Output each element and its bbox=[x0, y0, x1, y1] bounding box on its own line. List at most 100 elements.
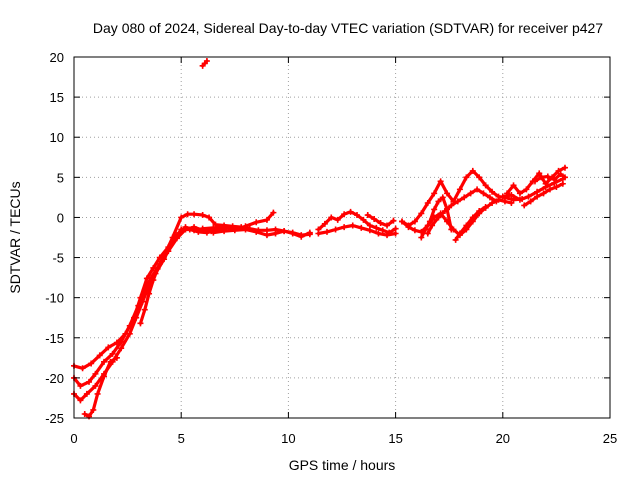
data-point bbox=[551, 176, 558, 183]
x-axis-ticks: 0 5 10 15 20 25 bbox=[70, 57, 617, 446]
data-point bbox=[150, 264, 157, 271]
y-tick-label: -10 bbox=[45, 291, 64, 306]
data-point bbox=[424, 200, 431, 207]
y-tick-label: 10 bbox=[50, 130, 64, 145]
data-point bbox=[371, 216, 378, 223]
data-point bbox=[221, 222, 228, 229]
data-point bbox=[281, 228, 288, 235]
data-point bbox=[405, 224, 412, 231]
data-point bbox=[101, 358, 108, 365]
data-point bbox=[534, 193, 541, 200]
data-point bbox=[178, 226, 185, 233]
data-point bbox=[516, 190, 523, 197]
data-point bbox=[493, 198, 500, 205]
series-trace bbox=[199, 58, 210, 69]
data-point bbox=[94, 390, 101, 397]
series-trace bbox=[364, 212, 397, 229]
x-axis-label: GPS time / hours bbox=[289, 457, 396, 473]
data-point bbox=[516, 196, 523, 203]
data-point bbox=[137, 320, 144, 327]
data-point bbox=[242, 226, 249, 233]
data-point bbox=[96, 352, 103, 359]
series-trace bbox=[424, 186, 500, 237]
data-series bbox=[71, 58, 568, 420]
series-trace bbox=[452, 204, 489, 243]
data-point bbox=[536, 170, 543, 177]
data-point bbox=[126, 330, 133, 337]
data-point bbox=[203, 229, 210, 236]
data-point bbox=[476, 208, 483, 215]
data-point bbox=[373, 224, 380, 231]
data-point bbox=[133, 314, 140, 321]
data-point bbox=[169, 234, 176, 241]
data-point bbox=[150, 277, 157, 284]
data-point bbox=[178, 214, 185, 221]
data-point bbox=[146, 290, 153, 297]
data-point bbox=[263, 216, 270, 223]
data-point bbox=[527, 198, 534, 205]
data-point bbox=[384, 222, 391, 229]
data-point bbox=[203, 58, 210, 65]
data-point bbox=[461, 194, 468, 201]
data-point bbox=[525, 193, 532, 200]
data-point bbox=[489, 188, 496, 195]
data-point bbox=[210, 229, 217, 236]
data-point bbox=[253, 219, 260, 226]
data-point bbox=[510, 182, 517, 189]
data-point bbox=[323, 228, 330, 235]
data-point bbox=[476, 174, 483, 181]
data-point bbox=[431, 206, 438, 213]
data-point bbox=[508, 200, 515, 207]
data-point bbox=[435, 214, 442, 221]
data-point bbox=[191, 211, 198, 218]
data-point bbox=[139, 298, 146, 305]
data-point bbox=[437, 178, 444, 185]
data-point bbox=[418, 234, 425, 241]
data-point bbox=[199, 212, 206, 219]
data-point bbox=[143, 275, 150, 282]
data-point bbox=[546, 186, 553, 193]
y-tick-label: -20 bbox=[45, 371, 64, 386]
data-point bbox=[109, 350, 116, 357]
data-point bbox=[77, 397, 84, 404]
data-point bbox=[349, 222, 356, 229]
data-point bbox=[555, 167, 562, 174]
series-trace bbox=[418, 194, 455, 241]
data-point bbox=[270, 209, 277, 216]
data-point bbox=[561, 164, 568, 171]
data-point bbox=[456, 230, 463, 237]
data-point bbox=[501, 198, 508, 205]
x-tick-label: 0 bbox=[70, 431, 77, 446]
data-point bbox=[195, 228, 202, 235]
data-point bbox=[452, 236, 459, 243]
data-point bbox=[334, 216, 341, 223]
data-point bbox=[439, 194, 446, 201]
data-point bbox=[231, 227, 238, 234]
data-point bbox=[358, 224, 365, 231]
data-point bbox=[83, 390, 90, 397]
data-point bbox=[538, 174, 545, 181]
data-point bbox=[508, 191, 515, 198]
x-tick-label: 20 bbox=[496, 431, 510, 446]
data-point bbox=[379, 227, 386, 234]
data-point bbox=[499, 193, 506, 200]
data-point bbox=[544, 173, 551, 180]
data-point bbox=[424, 230, 431, 237]
data-point bbox=[107, 358, 114, 365]
data-point bbox=[482, 182, 489, 189]
data-point bbox=[469, 214, 476, 221]
data-point bbox=[553, 183, 560, 190]
y-tick-label: -15 bbox=[45, 331, 64, 346]
data-point bbox=[390, 217, 397, 224]
data-point bbox=[542, 183, 549, 190]
data-point bbox=[521, 202, 528, 209]
data-point bbox=[272, 230, 279, 237]
data-point bbox=[77, 382, 84, 389]
data-point bbox=[298, 232, 305, 239]
y-tick-label: 5 bbox=[57, 170, 64, 185]
grid-lines bbox=[74, 57, 610, 418]
data-point bbox=[448, 202, 455, 209]
data-point bbox=[141, 306, 148, 313]
data-point bbox=[444, 190, 451, 197]
data-point bbox=[229, 223, 236, 230]
